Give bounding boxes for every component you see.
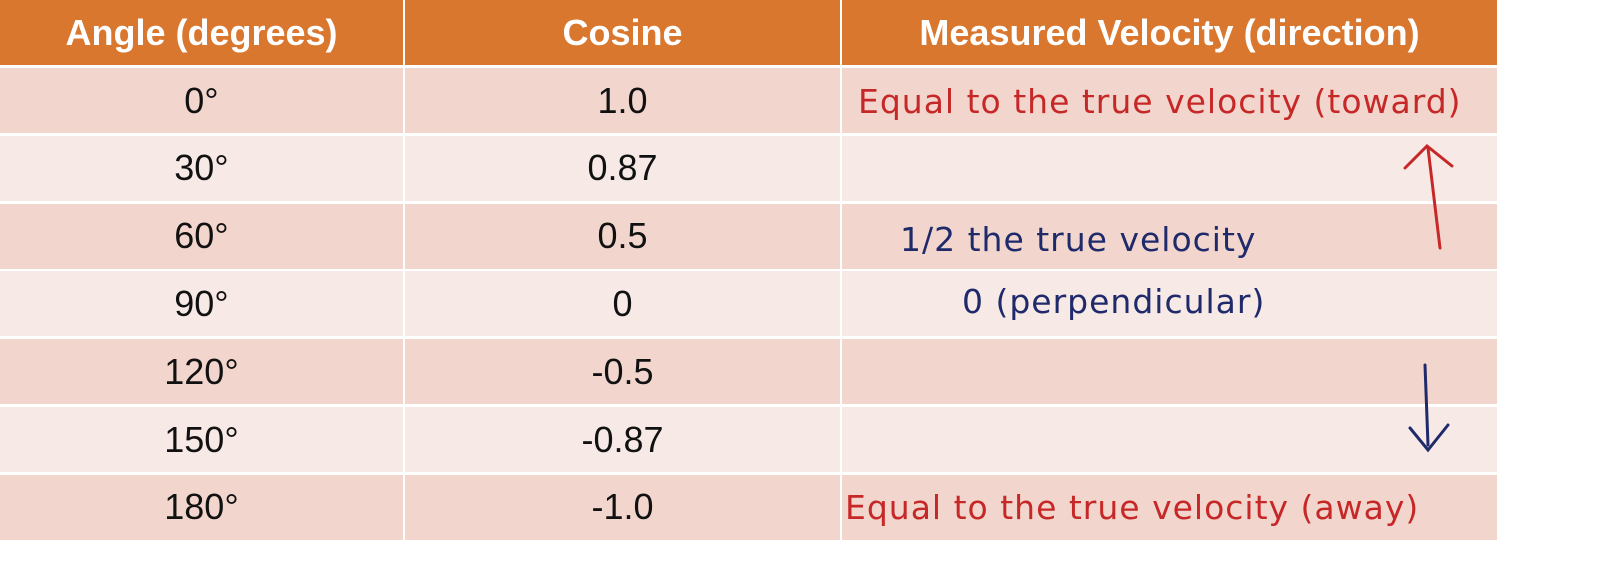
table-cell: 60° [0, 203, 403, 269]
table-cell: 90° [0, 271, 403, 337]
table-cell: 150° [0, 407, 403, 472]
table-cell: 120° [0, 339, 403, 405]
annotation: 0 (perpendicular) [962, 282, 1266, 321]
annotation: Equal to the true velocity (away) [845, 488, 1420, 527]
table-cell [842, 339, 1497, 405]
table-cell [842, 68, 1497, 133]
table-cell [842, 203, 1497, 269]
table-cell: 0 [405, 271, 840, 337]
header-cell: Measured Velocity (direction) [842, 0, 1497, 65]
table-cell: 0.87 [405, 135, 840, 201]
table-cell: -0.87 [405, 407, 840, 472]
table-cell: 1.0 [405, 68, 840, 133]
table-cell [842, 271, 1497, 337]
header-cell: Cosine [405, 0, 840, 65]
annotation: 1/2 the true velocity [900, 220, 1257, 259]
down-arrow [1408, 363, 1450, 453]
table-cell [842, 474, 1497, 540]
annotation: Equal to the true velocity (toward) [858, 82, 1462, 121]
up-arrow [1403, 143, 1454, 250]
table-cell: 0° [0, 68, 403, 133]
table-cell: 180° [0, 474, 403, 540]
table-cell [842, 135, 1497, 201]
table-cell: 30° [0, 135, 403, 201]
table-cell: -0.5 [405, 339, 840, 405]
header-cell: Angle (degrees) [0, 0, 403, 65]
table-cell: 0.5 [405, 203, 840, 269]
table-cell: -1.0 [405, 474, 840, 540]
table-cell [842, 407, 1497, 472]
